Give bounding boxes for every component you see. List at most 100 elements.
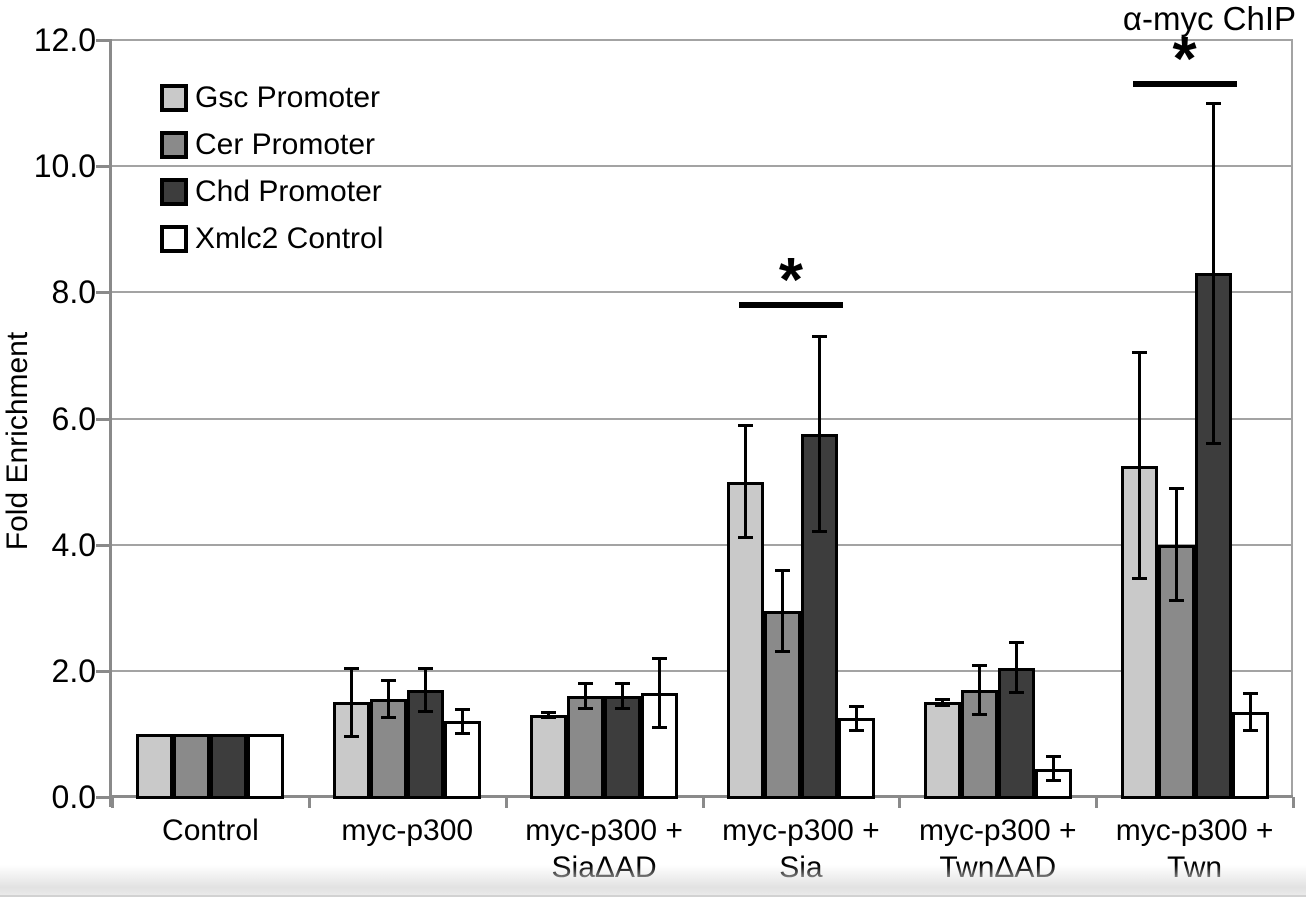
chart-title: α-myc ChIP: [1122, 0, 1296, 37]
y-tick-mark-12.0: [96, 39, 109, 42]
legend-swatch-icon: [160, 224, 188, 253]
bar-gsc-0: [136, 733, 174, 799]
error-bar-cap-bottom: [418, 709, 434, 713]
error-bar-cap-bottom: [1008, 690, 1024, 694]
legend-label: Xmlc2 Control: [195, 221, 384, 255]
bar-chd-2: [604, 696, 642, 799]
error-bar-line: [817, 336, 821, 533]
error-bar-cap-top: [381, 679, 397, 683]
x-tick-mark-4: [898, 797, 902, 808]
error-bar-cap-top: [848, 704, 864, 708]
legend-label: Gsc Promoter: [195, 80, 381, 114]
error-bar-cap-bottom: [1168, 599, 1184, 603]
gridline-y-8: [112, 291, 1293, 294]
bar-cer-0: [173, 733, 211, 799]
error-bar-line: [584, 683, 588, 709]
error-bar-line: [461, 708, 465, 734]
gridline-y-6: [112, 417, 1293, 420]
bar-gsc-2: [530, 714, 568, 799]
error-bar-line: [1174, 487, 1178, 602]
error-bar-cap-top: [652, 657, 668, 661]
y-tick-mark-10.0: [96, 165, 109, 169]
error-bar-cap-bottom: [652, 725, 668, 729]
x-tick-mark-3: [701, 797, 705, 808]
y-tick-mark-8.0: [96, 291, 109, 295]
error-bar-line: [1051, 755, 1055, 782]
error-bar-cap-top: [1242, 691, 1258, 695]
plot-border-top: [110, 39, 1293, 41]
gridline-y-10: [112, 165, 1293, 168]
error-bar-line: [743, 424, 747, 539]
bar-xmlc2-1: [444, 721, 482, 799]
error-bar-cap-bottom: [381, 716, 397, 720]
error-bar-line: [977, 664, 981, 715]
y-tick-label-8.0: 8.0: [51, 274, 96, 311]
y-axis-line: [109, 39, 112, 807]
error-bar-cap-top: [737, 423, 753, 427]
error-bar-cap-bottom: [737, 536, 753, 540]
error-bar-cap-bottom: [578, 706, 594, 710]
y-tick-label-6.0: 6.0: [51, 400, 96, 437]
error-bar-cap-bottom: [774, 649, 790, 653]
x-axis-category-label-0: Control: [162, 814, 259, 847]
error-bar-cap-top: [934, 698, 950, 702]
error-bar-cap-bottom: [1205, 441, 1221, 445]
error-bar-line: [658, 658, 662, 728]
legend: Gsc Promoter Cer Promoter Chd Promoter Xmlc…: [160, 74, 383, 262]
error-bar-line: [780, 569, 784, 652]
error-bar-cap-top: [971, 663, 987, 667]
legend-label: Chd Promoter: [195, 174, 382, 208]
legend-item-cer: Cer Promoter: [160, 121, 383, 168]
error-bar-cap-bottom: [811, 530, 827, 534]
error-bar-line: [424, 667, 428, 712]
error-bar-cap-top: [455, 707, 471, 711]
error-bar-cap-top: [774, 568, 790, 572]
bar-cer-2: [567, 696, 605, 799]
legend-swatch-icon: [160, 177, 188, 206]
error-bar-line: [621, 683, 625, 709]
error-bar-cap-top: [344, 666, 360, 670]
plot-border-right: [1291, 39, 1293, 797]
error-bar-line: [854, 705, 858, 731]
bar-chd-0: [210, 733, 248, 799]
error-bar-line: [1137, 352, 1141, 580]
legend-swatch-icon: [160, 83, 188, 112]
y-tick-mark-2.0: [96, 669, 109, 673]
error-bar-line: [1211, 103, 1215, 444]
legend-label: Cer Promoter: [195, 127, 376, 161]
bottom-gradient-band: [0, 865, 1306, 897]
gridline-y-2: [112, 669, 1293, 672]
error-bar-cap-bottom: [455, 731, 471, 735]
error-bar-cap-top: [541, 710, 557, 714]
error-bar-cap-bottom: [344, 735, 360, 739]
significance-asterisk-0: *: [778, 245, 803, 315]
x-axis-category-label-1: myc-p300: [341, 814, 474, 847]
error-bar-line: [547, 711, 551, 719]
legend-item-xmlc2: Xmlc2 Control: [160, 215, 383, 262]
bar-gsc-4: [923, 702, 961, 799]
error-bar-cap-bottom: [1131, 577, 1147, 581]
error-bar-line: [940, 699, 944, 706]
error-bar-line: [1014, 642, 1018, 693]
error-bar-line: [350, 667, 354, 738]
legend-swatch-icon: [160, 130, 188, 159]
bar-chd-3: [800, 434, 838, 799]
y-tick-label-0.0: 0.0: [51, 779, 96, 815]
error-bar-cap-top: [1008, 641, 1024, 645]
y-tick-label-4.0: 4.0: [51, 526, 96, 563]
error-bar-cap-bottom: [1242, 728, 1258, 732]
bar-cer-3: [763, 610, 801, 799]
significance-line-1: [1132, 81, 1237, 87]
significance-asterisk-1: *: [1172, 25, 1197, 94]
x-tick-mark-0: [111, 797, 114, 808]
bar-xmlc2-0: [247, 733, 285, 799]
significance-line-0: [738, 301, 843, 308]
error-bar-cap-top: [1168, 486, 1184, 490]
x-axis-line: [109, 795, 1293, 798]
error-bar-cap-bottom: [934, 703, 950, 707]
error-bar-cap-top: [1045, 754, 1061, 758]
error-bar-line: [1248, 692, 1252, 731]
error-bar-cap-top: [418, 666, 434, 670]
error-bar-cap-bottom: [1045, 779, 1061, 783]
